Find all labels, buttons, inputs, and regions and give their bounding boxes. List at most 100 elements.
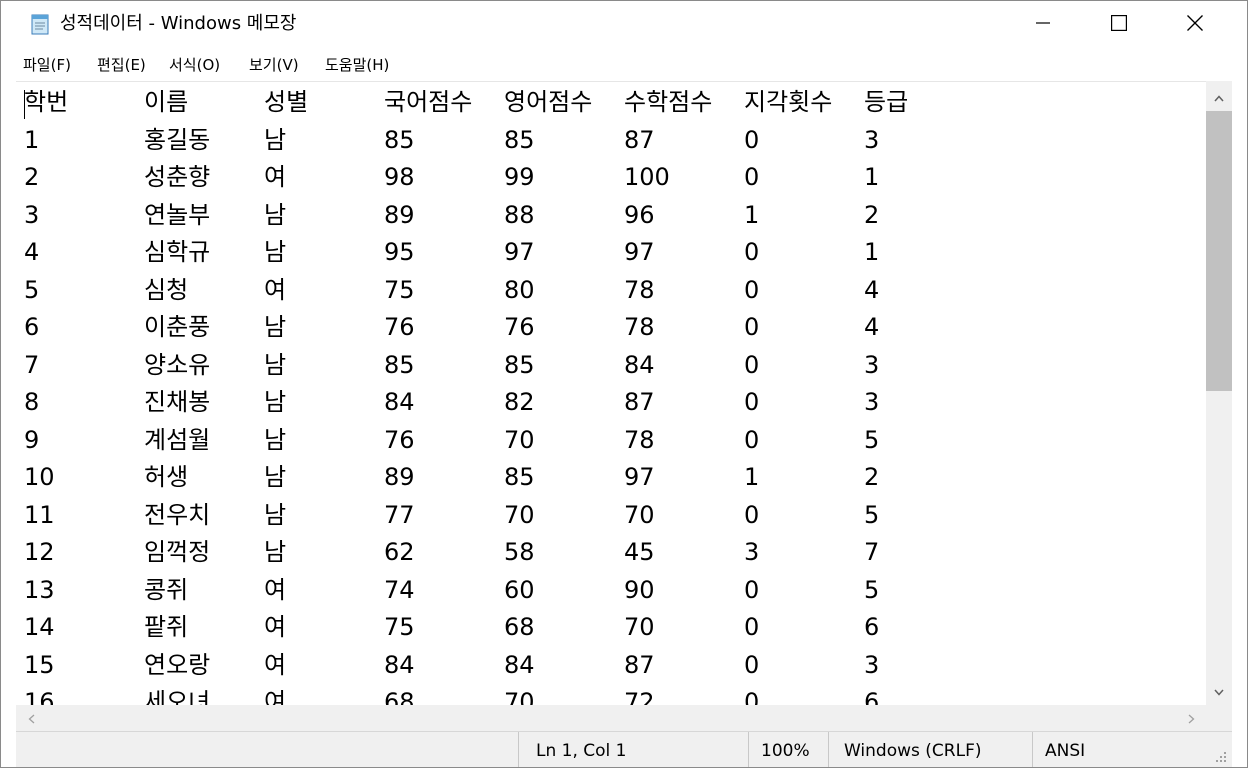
chevron-right-icon bbox=[1188, 709, 1195, 728]
text-cell: 12 bbox=[24, 538, 55, 566]
text-cell: 85 bbox=[504, 351, 535, 379]
text-cell: 0 bbox=[744, 313, 760, 341]
text-cell: 0 bbox=[744, 501, 760, 529]
header-cell: 국어점수 bbox=[384, 88, 473, 116]
text-cell: 1 bbox=[744, 201, 760, 229]
text-cell: 0 bbox=[744, 688, 760, 706]
text-cell: 6 bbox=[864, 688, 880, 706]
text-cell: 1 bbox=[864, 163, 880, 191]
menu-file[interactable]: 파일(F) bbox=[23, 56, 71, 74]
text-cell: 콩쥐 bbox=[144, 576, 189, 604]
text-caret bbox=[24, 90, 25, 119]
text-cell: 76 bbox=[384, 426, 415, 454]
text-cell: 14 bbox=[24, 613, 55, 641]
text-cell: 78 bbox=[624, 276, 655, 304]
text-cell: 여 bbox=[264, 576, 287, 604]
vertical-scroll-thumb[interactable] bbox=[1206, 111, 1232, 391]
menu-format[interactable]: 서식(O) bbox=[169, 56, 221, 74]
text-cell: 7 bbox=[864, 538, 880, 566]
text-cell: 남 bbox=[264, 238, 287, 266]
text-cell: 70 bbox=[504, 426, 535, 454]
text-cell: 78 bbox=[624, 426, 655, 454]
text-cell: 2 bbox=[864, 463, 880, 491]
text-cell: 95 bbox=[384, 238, 415, 266]
text-cell: 0 bbox=[744, 388, 760, 416]
text-cell: 전우치 bbox=[144, 501, 211, 529]
text-cell: 임꺽정 bbox=[144, 538, 211, 566]
scroll-up-button[interactable] bbox=[1206, 81, 1232, 111]
status-zoom-segment: 100% bbox=[748, 732, 829, 767]
text-cell: 남 bbox=[264, 388, 287, 416]
text-cell: 70 bbox=[504, 688, 535, 706]
text-cell: 87 bbox=[624, 126, 655, 154]
text-cell: 0 bbox=[744, 613, 760, 641]
text-cell: 2 bbox=[864, 201, 880, 229]
text-cell: 심청 bbox=[144, 276, 189, 304]
text-cell: 0 bbox=[744, 351, 760, 379]
text-cell: 87 bbox=[624, 651, 655, 679]
text-cell: 88 bbox=[504, 201, 535, 229]
close-icon bbox=[1187, 14, 1203, 35]
vertical-scrollbar[interactable] bbox=[1206, 81, 1232, 705]
text-cell: 75 bbox=[384, 276, 415, 304]
text-cell: 2 bbox=[24, 163, 40, 191]
text-cell: 5 bbox=[864, 426, 880, 454]
menu-view[interactable]: 보기(V) bbox=[249, 56, 299, 74]
text-cell: 74 bbox=[384, 576, 415, 604]
maximize-button[interactable] bbox=[1081, 1, 1157, 48]
menu-edit[interactable]: 편집(E) bbox=[97, 56, 146, 74]
scroll-left-button[interactable] bbox=[16, 705, 46, 731]
text-cell: 성춘향 bbox=[144, 163, 211, 191]
resize-grip-icon[interactable] bbox=[1212, 748, 1228, 764]
title-bar[interactable]: 성적데이터 - Windows 메모장 bbox=[1, 1, 1247, 48]
text-editor[interactable]: 학번 이름 성별 국어점수 영어점수 수학점수 지각횟수 등급 1 홍길동 남 85 85 87 0 3 2 성춘… bbox=[16, 81, 1206, 706]
text-cell: 9 bbox=[24, 426, 40, 454]
text-cell: 10 bbox=[24, 463, 55, 491]
text-cell: 5 bbox=[864, 576, 880, 604]
text-cell: 45 bbox=[624, 538, 655, 566]
text-cell: 심학규 bbox=[144, 238, 211, 266]
left-border bbox=[1, 81, 16, 767]
text-cell: 남 bbox=[264, 313, 287, 341]
text-cell: 홍길동 bbox=[144, 126, 211, 154]
horizontal-scrollbar[interactable] bbox=[16, 705, 1206, 731]
text-cell: 15 bbox=[24, 651, 55, 679]
text-cell: 남 bbox=[264, 426, 287, 454]
text-cell: 연오랑 bbox=[144, 651, 211, 679]
scroll-right-button[interactable] bbox=[1176, 705, 1206, 731]
text-cell: 여 bbox=[264, 613, 287, 641]
text-cell: 여 bbox=[264, 276, 287, 304]
chevron-up-icon bbox=[1214, 87, 1224, 106]
text-cell: 89 bbox=[384, 463, 415, 491]
text-cell: 허생 bbox=[144, 463, 189, 491]
text-cell: 13 bbox=[24, 576, 55, 604]
status-line-ending-segment: Windows (CRLF) bbox=[828, 732, 1033, 767]
status-bar: Ln 1, Col 1 100% Windows (CRLF) ANSI bbox=[16, 731, 1232, 767]
text-cell: 100 bbox=[624, 163, 670, 191]
scrollbar-corner bbox=[1206, 705, 1232, 731]
chevron-left-icon bbox=[28, 709, 35, 728]
text-cell: 남 bbox=[264, 351, 287, 379]
text-cell: 1 bbox=[864, 238, 880, 266]
text-cell: 남 bbox=[264, 501, 287, 529]
text-cell: 8 bbox=[24, 388, 40, 416]
text-cell: 7 bbox=[24, 351, 40, 379]
menu-help[interactable]: 도움말(H) bbox=[325, 56, 390, 74]
text-cell: 여 bbox=[264, 651, 287, 679]
text-cell: 4 bbox=[24, 238, 40, 266]
text-cell: 68 bbox=[384, 688, 415, 706]
text-cell: 0 bbox=[744, 651, 760, 679]
text-cell: 0 bbox=[744, 276, 760, 304]
minimize-button[interactable] bbox=[1005, 1, 1081, 48]
text-cell: 72 bbox=[624, 688, 655, 706]
text-cell: 이춘풍 bbox=[144, 313, 211, 341]
text-cell: 0 bbox=[744, 576, 760, 604]
text-cell: 70 bbox=[624, 613, 655, 641]
close-button[interactable] bbox=[1157, 1, 1233, 48]
scroll-down-button[interactable] bbox=[1206, 675, 1232, 705]
text-cell: 16 bbox=[24, 688, 55, 706]
text-cell: 84 bbox=[624, 351, 655, 379]
text-cell: 70 bbox=[624, 501, 655, 529]
text-cell: 연놀부 bbox=[144, 201, 211, 229]
